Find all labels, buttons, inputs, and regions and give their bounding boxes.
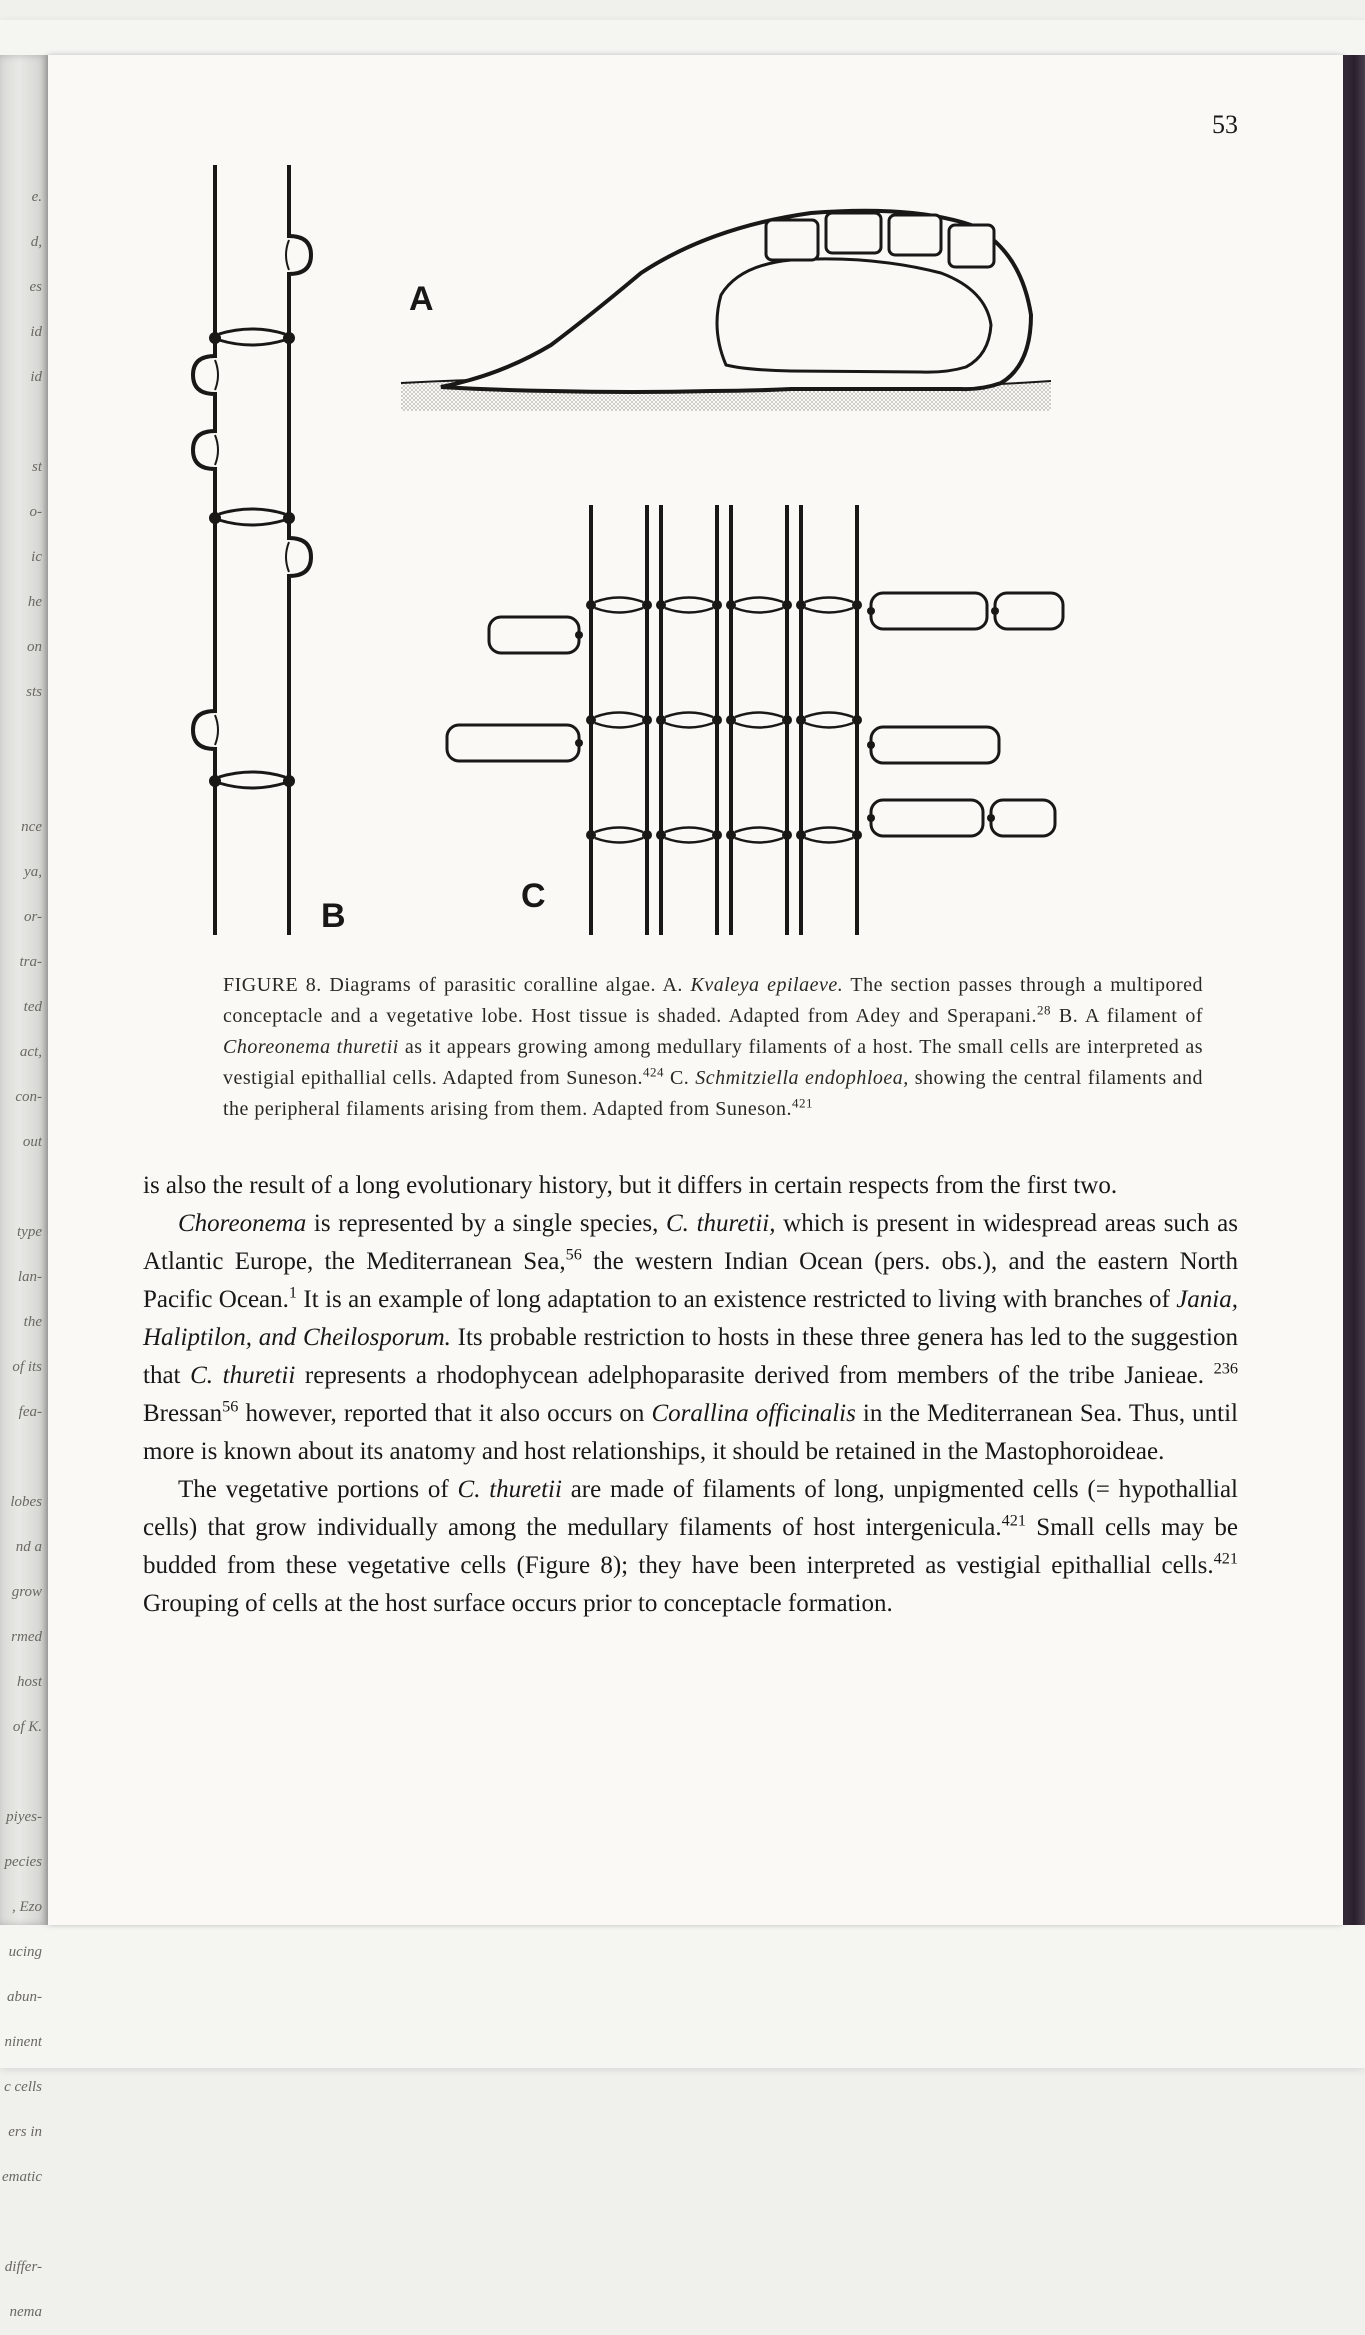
figure-caption: FIGURE 8. Diagrams of parasitic corallin… <box>223 970 1203 1125</box>
book-cover-edge <box>1343 55 1365 1925</box>
svg-text:C: C <box>521 877 546 915</box>
figure-8-svg: A B C <box>171 165 1231 935</box>
paragraph-2: The vegetative portions of C. thuretii a… <box>143 1471 1238 1623</box>
page-number: 53 <box>143 110 1238 140</box>
paragraph-continuation: is also the result of a long evolutionar… <box>143 1167 1238 1205</box>
figure-8: A B C <box>171 165 1238 935</box>
previous-page-edge: e.d,esidid sto-icheonsts nceya,or-tra-te… <box>0 55 48 1925</box>
svg-text:B: B <box>321 897 346 935</box>
photo-frame: e.d,esidid sto-icheonsts nceya,or-tra-te… <box>0 20 1365 2068</box>
svg-text:A: A <box>409 280 434 318</box>
caption-text: FIGURE 8. Diagrams of parasitic corallin… <box>223 974 1203 1120</box>
book-page: 53 A B C FIGURE 8. Diagrams of parasitic c… <box>48 55 1343 1925</box>
paragraph-1: Choreonema is represented by a single sp… <box>143 1205 1238 1471</box>
body-text: is also the result of a long evolutionar… <box>143 1167 1238 1623</box>
